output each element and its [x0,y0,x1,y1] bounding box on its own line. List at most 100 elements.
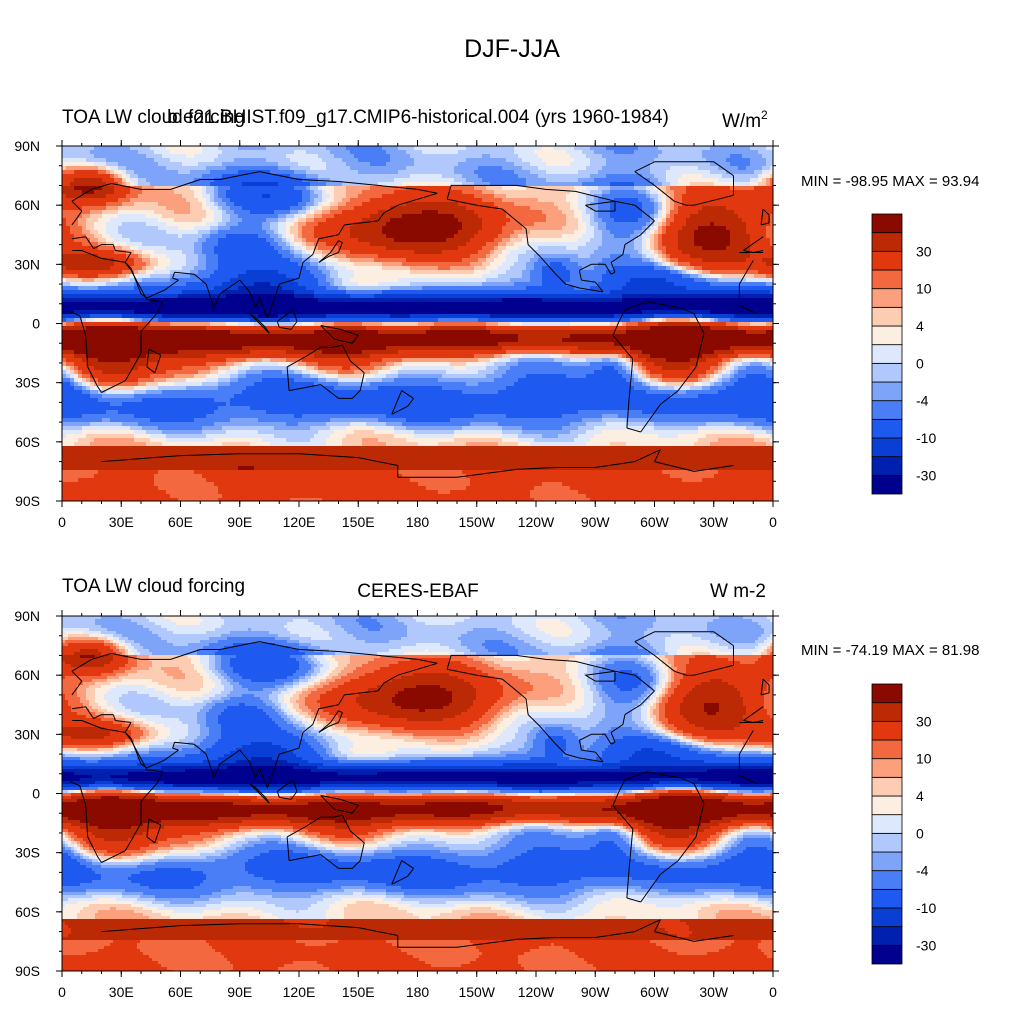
heatmap-cell [298,154,303,159]
heatmap-cell [258,186,263,191]
heatmap-cell [438,242,443,247]
heatmap-cell [234,166,239,171]
heatmap-cell [746,154,751,159]
heatmap-cell [690,230,695,235]
heatmap-cell [494,218,499,223]
heatmap-cell [406,146,411,151]
heatmap-cell [770,194,773,199]
heatmap-cell [722,246,727,251]
heatmap-cell [242,226,247,231]
heatmap-cell [742,222,747,227]
heatmap-cell [502,234,507,239]
heatmap-cell [506,242,511,247]
heatmap-cell [646,254,651,259]
heatmap-cell [82,206,87,211]
heatmap-cell [394,146,399,151]
heatmap-cell [606,206,611,211]
heatmap-cell [246,178,251,183]
heatmap-cell [198,158,203,163]
heatmap-cell [210,158,215,163]
heatmap-cell [322,230,327,235]
heatmap-cell [114,162,119,167]
heatmap-cell [330,210,335,215]
heatmap-cell [282,250,287,255]
heatmap-cell [142,166,147,171]
heatmap-cell [326,226,331,231]
heatmap-cell [394,238,399,243]
heatmap-cell [642,254,647,259]
heatmap-cell [686,186,691,191]
heatmap-cell [398,218,403,223]
heatmap-cell [202,170,207,175]
heatmap-cell [254,202,259,207]
heatmap-cell [102,154,107,159]
heatmap-cell [750,206,755,211]
heatmap-cell [402,226,407,231]
heatmap-cell [130,234,135,239]
heatmap-cell [246,170,251,175]
heatmap-cell [706,154,711,159]
heatmap-cell [590,158,595,163]
heatmap-cell [678,210,683,215]
heatmap-cell [458,222,463,227]
heatmap-cell [470,222,475,227]
heatmap-cell [122,170,127,175]
heatmap-cell [262,174,267,179]
heatmap-cell [554,158,559,163]
heatmap-cell [534,230,539,235]
heatmap-cell [330,186,335,191]
heatmap-cell [698,210,703,215]
heatmap-cell [270,162,275,167]
heatmap-cell [270,222,275,227]
heatmap-cell [758,154,763,159]
heatmap-cell [226,250,231,255]
heatmap-cell [322,158,327,163]
heatmap-cell [230,174,235,179]
heatmap-cell [738,170,743,175]
heatmap-cell [762,254,767,259]
heatmap-cell [110,198,115,203]
heatmap-cell [238,222,243,227]
heatmap-cell [366,194,371,199]
heatmap-cell [662,222,667,227]
heatmap-cell [686,178,691,183]
heatmap-cell [702,178,707,183]
heatmap-cell [450,202,455,207]
heatmap-cell [466,210,471,215]
heatmap-cell [666,250,671,255]
heatmap-cell [734,146,739,151]
heatmap-cell [486,146,491,151]
heatmap-cell [358,150,363,155]
heatmap-cell [766,202,771,207]
heatmap-cell [90,162,95,167]
heatmap-cell [382,202,387,207]
heatmap-cell [146,218,151,223]
heatmap-cell [586,206,591,211]
heatmap-cell [626,166,631,171]
heatmap-cell [94,166,99,171]
heatmap-cell [406,222,411,227]
heatmap-cell [278,218,283,223]
heatmap-cell [730,250,735,255]
heatmap-cell [662,226,667,231]
heatmap-cell [602,186,607,191]
heatmap-cell [398,214,403,219]
heatmap-cell [210,150,215,155]
heatmap-cell [526,246,531,251]
heatmap-cell [458,154,463,159]
heatmap-cell [274,186,279,191]
heatmap-cell [650,218,655,223]
heatmap-cell [146,234,151,239]
heatmap-cell [378,194,383,199]
heatmap-cell [290,170,295,175]
heatmap-cell [574,174,579,179]
heatmap-cell [674,198,679,203]
heatmap-cell [682,170,687,175]
heatmap-cell [702,254,707,259]
heatmap-cell [182,230,187,235]
heatmap-cell [410,174,415,179]
heatmap-cell [174,178,179,183]
heatmap-cell [430,178,435,183]
heatmap-cell [90,194,95,199]
heatmap-cell [582,162,587,167]
